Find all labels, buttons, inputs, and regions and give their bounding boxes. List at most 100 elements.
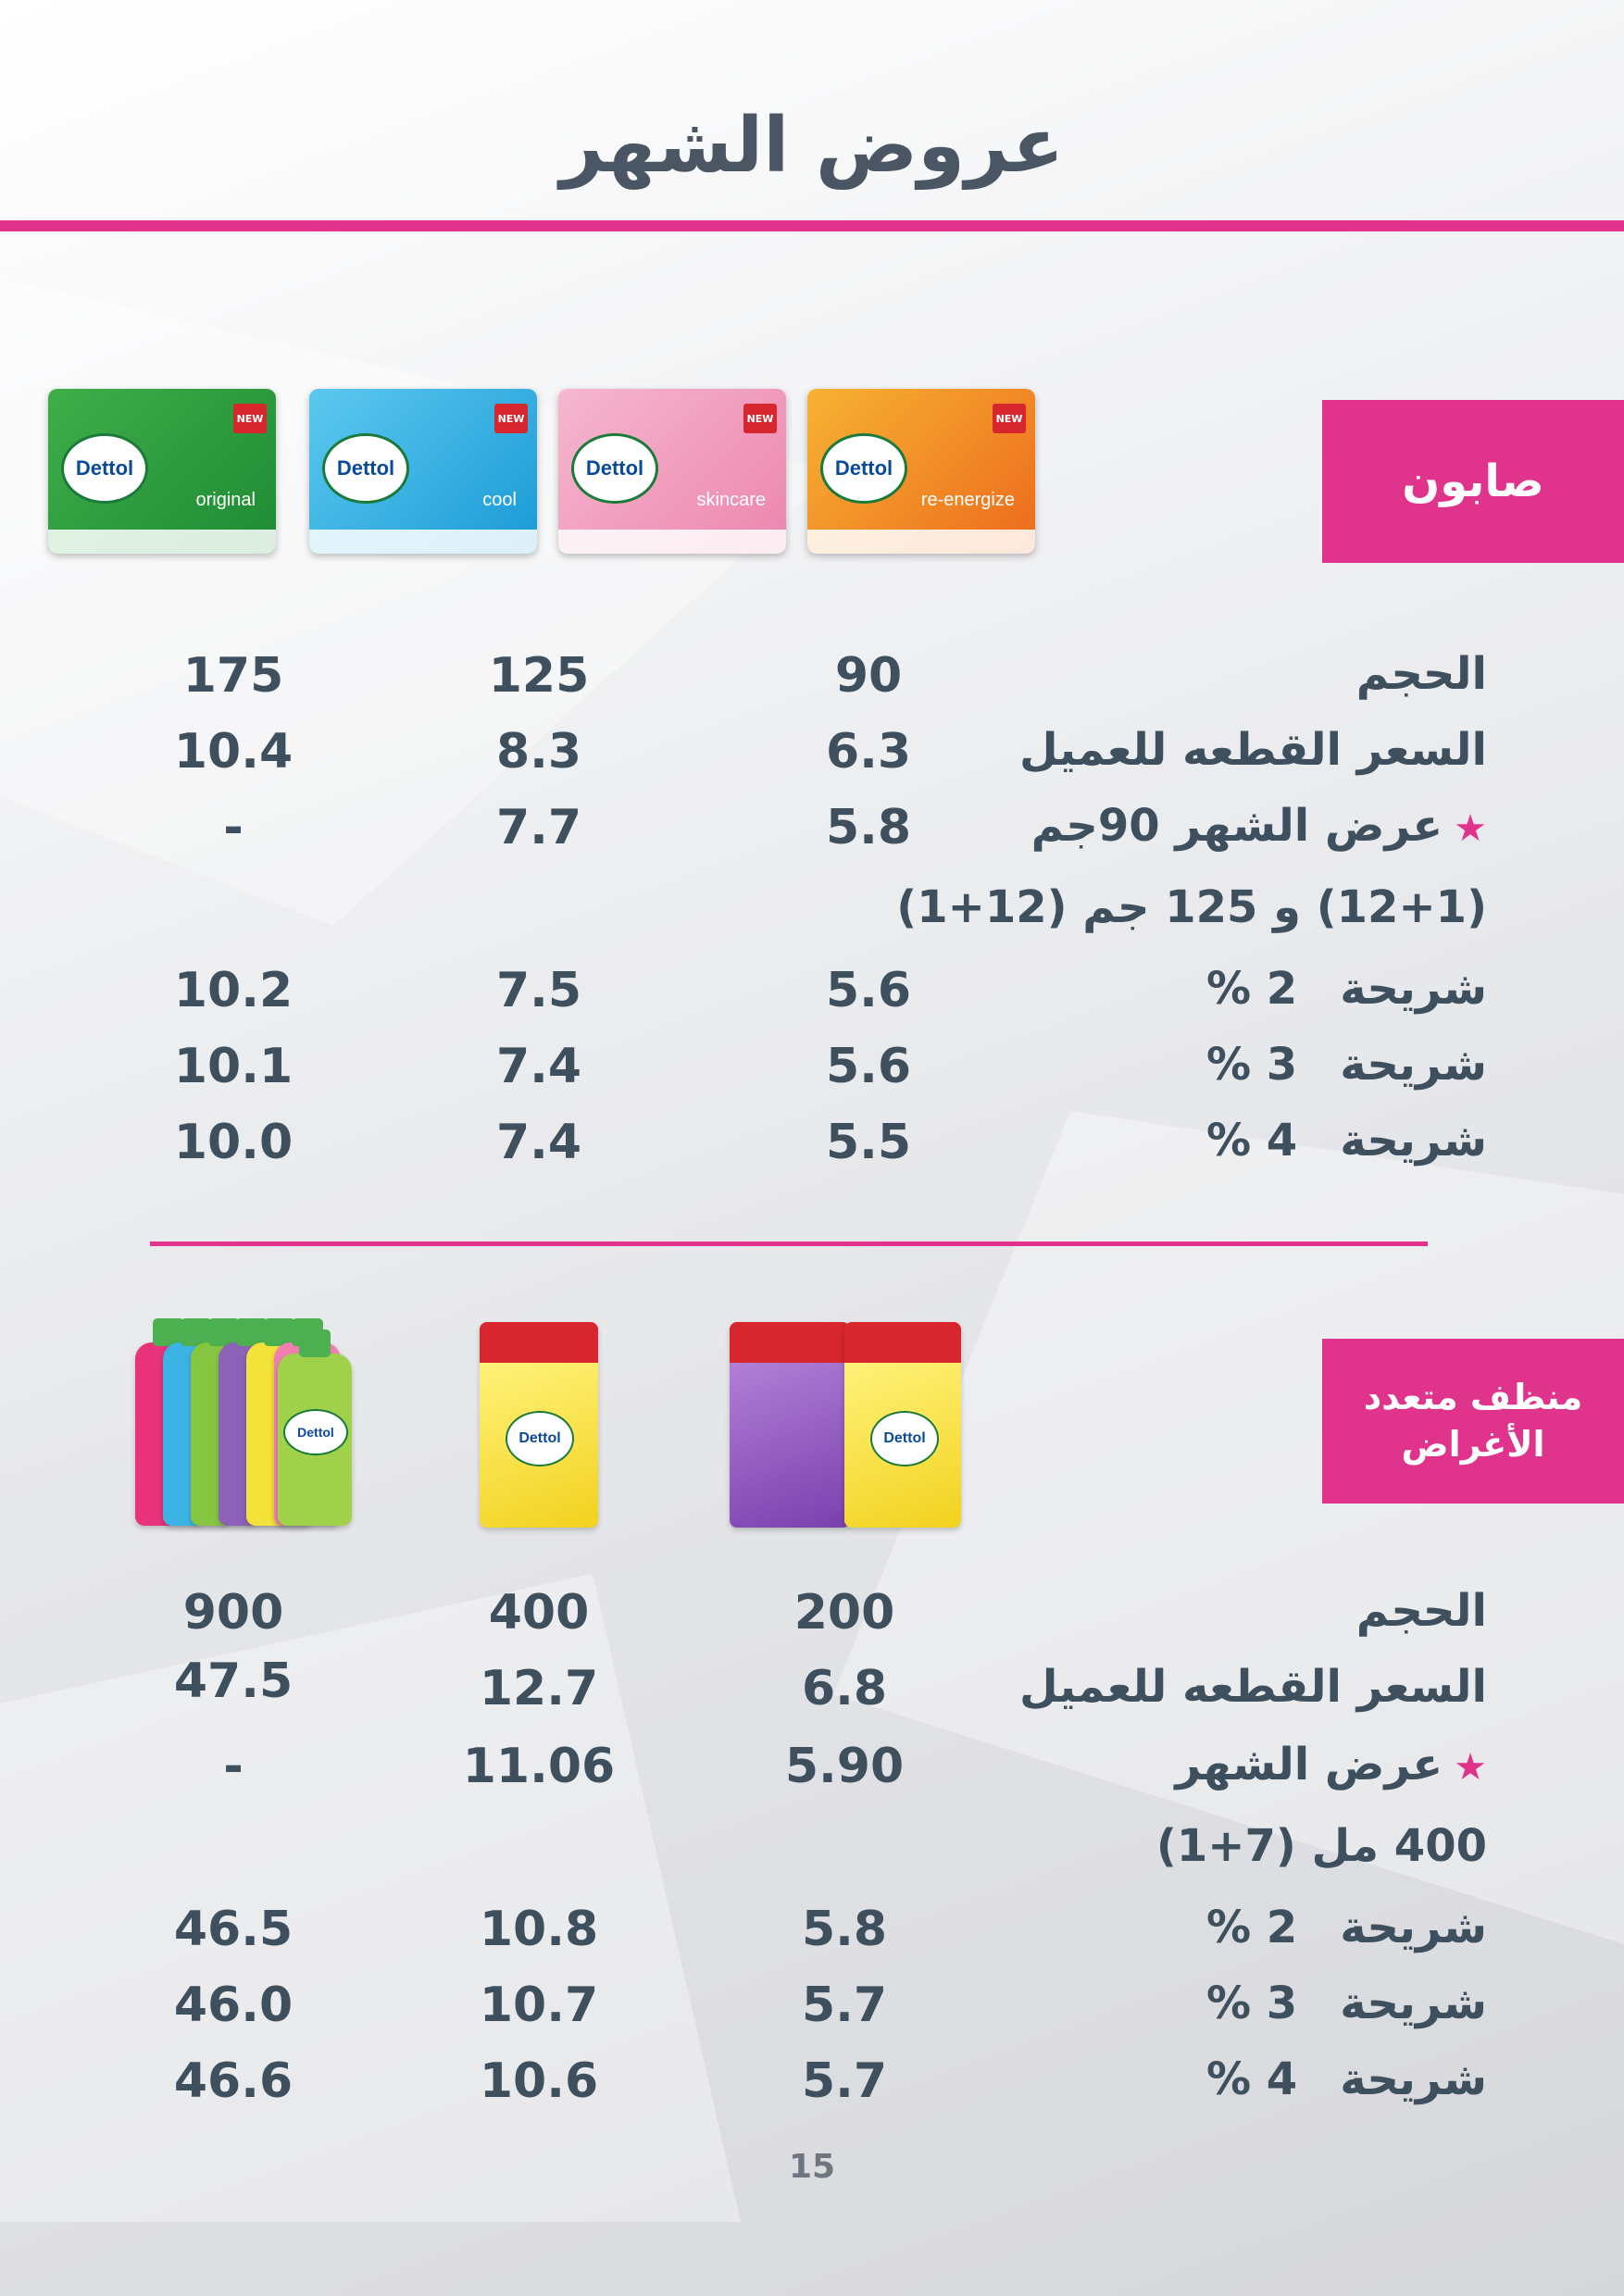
offer-label: عرض الشهر — [1175, 1739, 1443, 1791]
cell-value: 5.6 — [825, 963, 912, 1018]
cell-value: 400 — [488, 1585, 590, 1641]
row-label-price: السعر القطعه للعميل — [1018, 724, 1487, 776]
dettol-logo: Dettol — [870, 1411, 939, 1466]
offer-label: عرض الشهر 90جم — [1031, 800, 1443, 852]
cell-value: 10.2 — [173, 963, 294, 1018]
tier-label: شريحة — [1340, 1902, 1487, 1953]
cell-value: 5.7 — [801, 2053, 888, 2109]
tier-percent: 2 % — [1206, 963, 1298, 1015]
row-label-tier-3: شريحة 3 % — [1206, 1978, 1487, 2029]
cell-value: 900 — [182, 1585, 284, 1641]
pouch-header — [480, 1322, 598, 1363]
bottle-cap — [181, 1318, 212, 1346]
cell-value: 175 — [182, 648, 284, 704]
cell-value: 5.90 — [784, 1739, 905, 1794]
row-label-tier-2: شريحة 2 % — [1206, 1902, 1487, 1953]
row-label-size: الحجم — [1355, 648, 1487, 700]
row-label-tier-2: شريحة 2 % — [1206, 963, 1487, 1015]
cleaner-pouch-400ml-image: Dettol — [480, 1322, 598, 1528]
row-label-tier-4: شريحة 4 % — [1206, 2053, 1487, 2105]
tier-percent: 4 % — [1206, 2053, 1298, 2105]
row-label-offer: ★ عرض الشهر — [1175, 1739, 1487, 1791]
row-label-tier-3: شريحة 3 % — [1206, 1039, 1487, 1091]
category-label-cleaner: منظف متعدد الأغراض — [1322, 1339, 1624, 1504]
bottle-cap — [299, 1329, 331, 1357]
pouch-lavender — [730, 1322, 850, 1528]
pack-strip — [48, 530, 276, 554]
cell-value: 125 — [488, 648, 590, 704]
cell-value: 8.3 — [495, 724, 582, 780]
tier-percent: 3 % — [1206, 1978, 1298, 2029]
cell-value: 5.8 — [801, 1902, 888, 1957]
tier-label: شريحة — [1340, 963, 1487, 1015]
pouch-citrus: Dettol — [844, 1322, 961, 1528]
cell-value: 10.7 — [479, 1978, 599, 2033]
variant-label: original — [195, 490, 256, 510]
soap-pack-reenergize-image: Dettol NEW re-energize — [807, 389, 1035, 554]
section-divider — [150, 1242, 1428, 1246]
variant-label: cool — [482, 490, 517, 510]
offer-sublabel: (12+1) و 125 جم (12+1) — [896, 881, 1487, 933]
variant-label: re-energize — [920, 490, 1015, 510]
tier-percent: 3 % — [1206, 1039, 1298, 1091]
cell-value: 5.6 — [825, 1039, 912, 1094]
dettol-logo: Dettol — [322, 433, 409, 504]
soap-pack-cool-image: Dettol NEW cool — [309, 389, 537, 554]
bottle-cap — [153, 1318, 184, 1346]
row-label-tier-4: شريحة 4 % — [1206, 1115, 1487, 1167]
cell-value: 46.5 — [173, 1902, 294, 1957]
new-badge: NEW — [494, 404, 528, 433]
bottle-front: Dettol — [278, 1329, 352, 1526]
dettol-logo: Dettol — [820, 433, 907, 504]
cell-value: 7.4 — [495, 1115, 582, 1170]
page-title: عروض الشهر — [559, 102, 1065, 190]
dettol-logo: Dettol — [506, 1411, 574, 1466]
pack-strip — [309, 530, 537, 554]
cell-value: 10.4 — [173, 724, 294, 780]
cell-value: 12.7 — [479, 1661, 599, 1716]
variant-label: skincare — [696, 490, 766, 510]
cell-value: 10.6 — [479, 2053, 599, 2109]
tier-label: شريحة — [1340, 1115, 1487, 1167]
pack-strip — [807, 530, 1035, 554]
pack-strip — [558, 530, 786, 554]
cell-value: 10.8 — [479, 1902, 599, 1957]
page-number: 15 — [788, 2148, 836, 2186]
bottle-cap — [236, 1318, 268, 1346]
star-icon: ★ — [1454, 807, 1487, 850]
cell-value: 11.06 — [462, 1739, 616, 1794]
bottle-cap — [208, 1318, 240, 1346]
cell-value: 5.7 — [801, 1978, 888, 2033]
cell-value: - — [223, 800, 244, 855]
category-label-soap: صابون — [1322, 400, 1624, 563]
cell-value: - — [223, 1739, 244, 1794]
dettol-logo: Dettol — [571, 433, 658, 504]
row-label-size: الحجم — [1355, 1585, 1487, 1637]
background-facet — [833, 1111, 1624, 1944]
tier-label: شريحة — [1340, 1978, 1487, 2029]
cell-value: 6.8 — [801, 1661, 888, 1716]
new-badge: NEW — [993, 404, 1026, 433]
tier-percent: 4 % — [1206, 1115, 1298, 1167]
cell-value: 200 — [793, 1585, 895, 1641]
soap-pack-original-image: Dettol NEW original — [48, 389, 276, 554]
tier-label: شريحة — [1340, 1039, 1487, 1091]
tier-label: شريحة — [1340, 2053, 1487, 2105]
new-badge: NEW — [743, 404, 777, 433]
header-divider — [0, 220, 1624, 231]
pouch-header — [844, 1322, 961, 1363]
dettol-logo: Dettol — [61, 433, 148, 504]
cell-value: 47.5 — [173, 1653, 294, 1709]
cell-value: 46.6 — [173, 2053, 294, 2109]
row-label-offer: ★ عرض الشهر 90جم — [1031, 800, 1487, 852]
pouch-body — [730, 1363, 850, 1528]
new-badge: NEW — [233, 404, 267, 433]
cell-value: 5.8 — [825, 800, 912, 855]
star-icon: ★ — [1454, 1746, 1487, 1789]
dettol-logo: Dettol — [283, 1409, 348, 1455]
bottle-cap — [264, 1318, 295, 1346]
soap-pack-skincare-image: Dettol NEW skincare — [558, 389, 786, 554]
cell-value: 46.0 — [173, 1978, 294, 2033]
pouch-header — [730, 1322, 850, 1363]
cell-value: 7.4 — [495, 1039, 582, 1094]
